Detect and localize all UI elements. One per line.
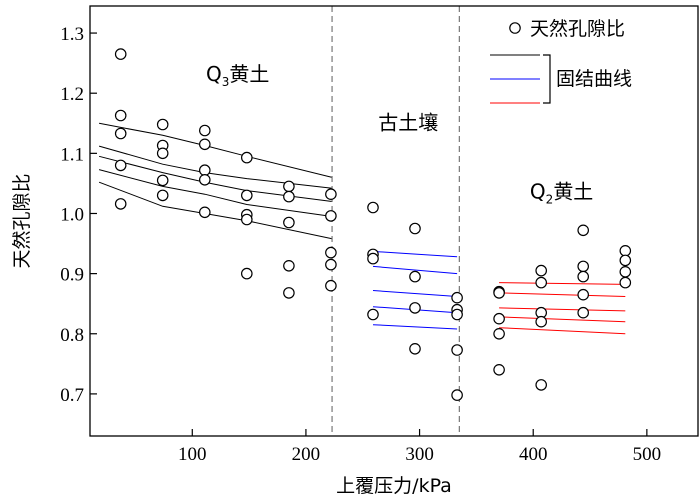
- data-point: [409, 342, 421, 355]
- y-tick-label: 0.9: [60, 265, 84, 286]
- data-point: [493, 327, 505, 340]
- scatter-points: [114, 48, 632, 401]
- data-point: [283, 180, 295, 193]
- data-point: [283, 259, 295, 272]
- legend-label-curves: 固结曲线: [556, 68, 632, 90]
- x-tick-label: 200: [292, 444, 321, 465]
- data-point: [535, 276, 547, 289]
- data-point: [409, 222, 421, 235]
- y-tick-label: 1.0: [60, 204, 84, 225]
- y-tick-label: 0.7: [60, 385, 84, 406]
- data-point: [241, 151, 253, 164]
- data-point: [325, 188, 337, 200]
- data-point: [114, 198, 127, 210]
- consolidation-curve: [372, 250, 458, 258]
- data-point: [283, 190, 295, 203]
- data-point: [367, 308, 379, 321]
- data-point: [199, 174, 211, 186]
- x-tick-label: 100: [178, 444, 207, 465]
- data-point: [241, 189, 253, 202]
- x-axis-ticks: 100 200 300 400 500: [178, 429, 661, 465]
- data-point: [199, 206, 211, 219]
- data-point: [156, 174, 169, 187]
- consolidation-curve: [372, 265, 458, 275]
- data-point: [451, 389, 463, 401]
- data-point: [367, 252, 379, 265]
- consolidation-curve: [372, 290, 458, 297]
- data-point: [535, 264, 547, 277]
- data-point: [535, 315, 547, 328]
- x-tick-label: 400: [519, 444, 548, 465]
- data-point: [577, 224, 589, 237]
- x-tick-label: 300: [405, 444, 434, 465]
- data-point: [619, 254, 632, 267]
- data-point: [156, 118, 169, 131]
- data-point: [241, 267, 253, 280]
- consolidation-curves: [98, 122, 626, 335]
- data-point: [199, 124, 211, 137]
- data-point: [451, 291, 463, 304]
- y-tick-label: 1.3: [60, 24, 84, 45]
- consolidation-curve: [499, 327, 626, 335]
- data-point: [156, 189, 169, 202]
- consolidation-curve: [98, 145, 333, 189]
- data-point: [241, 213, 253, 226]
- data-point: [577, 306, 589, 319]
- data-point: [577, 270, 589, 283]
- data-point: [325, 258, 337, 271]
- consolidation-curve: [499, 307, 626, 312]
- y-tick-label: 1.1: [60, 144, 84, 165]
- consolidation-curve: [99, 122, 333, 178]
- legend-label-points: 天然孔隙比: [530, 18, 625, 40]
- data-point: [367, 201, 379, 214]
- y-axis-ticks: 0.7 0.8 0.9 1.0 1.1 1.2 1.3: [60, 24, 97, 406]
- plot-frame: [89, 5, 699, 437]
- data-point: [577, 260, 589, 273]
- data-point: [493, 312, 505, 325]
- consolidation-curve: [98, 169, 333, 217]
- data-point: [283, 216, 295, 229]
- region-label-gtr: 古土壤: [378, 110, 438, 134]
- data-point: [493, 287, 505, 299]
- region-label-q2: Q2黄土: [530, 179, 593, 206]
- data-point: [325, 279, 337, 292]
- data-point: [325, 210, 337, 222]
- data-point: [114, 48, 127, 60]
- region-label-q3: Q3黄土: [206, 62, 269, 89]
- y-tick-label: 1.2: [60, 84, 84, 105]
- data-point: [577, 288, 589, 301]
- data-point: [493, 363, 505, 376]
- data-point: [114, 127, 127, 140]
- data-point: [114, 159, 127, 172]
- data-point: [199, 138, 211, 151]
- x-tick-label: 500: [633, 444, 662, 465]
- data-point: [535, 379, 547, 391]
- consolidation-curve: [499, 282, 626, 285]
- y-tick-label: 0.8: [60, 325, 84, 346]
- x-axis-title: 上覆压力/kPa: [336, 475, 452, 497]
- data-point: [156, 147, 169, 160]
- legend-bracket: [543, 54, 551, 104]
- data-point: [114, 109, 127, 122]
- consolidation-curve: [98, 181, 333, 240]
- data-point: [619, 276, 632, 289]
- consolidation-curve: [499, 292, 626, 297]
- y-axis-title: 天然孔隙比: [11, 173, 33, 268]
- data-point: [619, 245, 632, 257]
- consolidation-curve: [499, 316, 626, 323]
- data-point: [409, 302, 421, 314]
- data-point: [619, 265, 632, 278]
- consolidation-curve: [372, 324, 458, 330]
- data-point: [325, 246, 337, 259]
- data-point: [451, 344, 463, 356]
- data-point: [199, 164, 211, 176]
- data-point: [451, 308, 463, 321]
- layer-boundaries: [331, 6, 460, 436]
- data-point: [409, 270, 421, 283]
- legend-marker-points: [509, 22, 521, 34]
- data-point: [283, 287, 295, 299]
